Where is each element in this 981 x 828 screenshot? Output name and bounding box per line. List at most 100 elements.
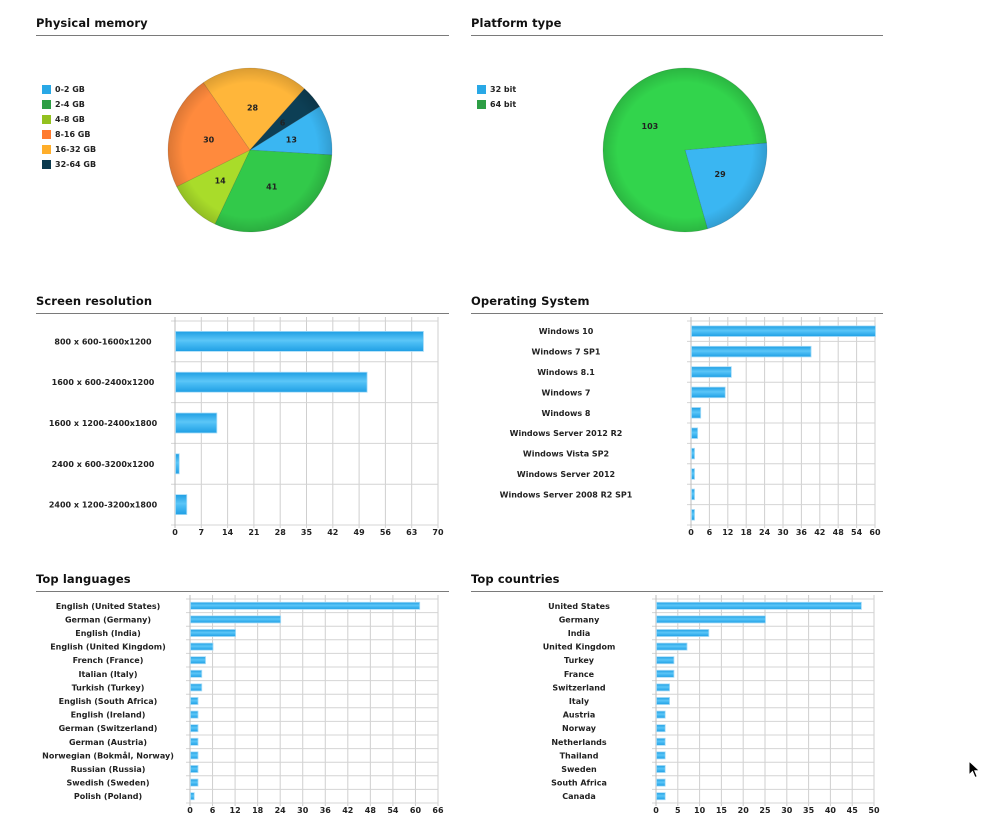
pie-slices <box>167 67 333 233</box>
bar-russian-russia[interactable] <box>190 765 199 773</box>
bar-united-kingdom[interactable] <box>656 642 688 651</box>
bar-turkey[interactable] <box>656 656 675 665</box>
bar-italian-italy[interactable] <box>190 669 203 678</box>
x-tick-label: 48 <box>833 528 845 537</box>
x-tick-label: 25 <box>759 806 771 815</box>
legend-item-8-16-gb[interactable]: 8-16 GB <box>42 127 96 142</box>
bar-polish-poland[interactable] <box>190 792 195 801</box>
category-label-norway: Norway <box>562 724 597 733</box>
bar-windows-7[interactable] <box>691 386 726 399</box>
legend-item-0-2-gb[interactable]: 0-2 GB <box>42 82 96 97</box>
category-label-english-ireland: English (Ireland) <box>71 711 146 720</box>
bar-2400-x-1200-3200x1800[interactable] <box>175 494 188 516</box>
category-label-turkey: Turkey <box>564 656 595 665</box>
legend-item-4-8-gb[interactable]: 4-8 GB <box>42 112 96 127</box>
bar-south-africa[interactable] <box>656 778 666 787</box>
x-tick-label: 14 <box>222 528 234 537</box>
bar-swedish-sweden[interactable] <box>190 778 199 787</box>
title-divider <box>471 591 883 592</box>
bar-german-germany[interactable] <box>190 615 282 624</box>
bar-german-austria[interactable] <box>190 737 199 746</box>
bar-netherlands[interactable] <box>656 737 666 746</box>
bar-german-switzerland[interactable] <box>190 724 199 733</box>
bar-english-south-africa[interactable] <box>190 697 199 705</box>
bar-1600-x-1200-2400x1800[interactable] <box>175 412 218 434</box>
bar-windows-7-sp1[interactable] <box>691 345 812 358</box>
title-divider <box>36 591 449 592</box>
bar-norway[interactable] <box>656 724 666 733</box>
bar-windows-vista-sp2[interactable] <box>691 447 695 460</box>
bar-english-united-kingdom[interactable] <box>190 642 214 651</box>
physical-memory-panel: Physical memory 0-2 GB 2-4 GB 4-8 GB 8-16 G… <box>36 16 449 256</box>
bar-1600-x-600-2400x1200[interactable] <box>175 371 368 393</box>
bar-english-ireland[interactable] <box>190 710 199 719</box>
bar-italy[interactable] <box>656 697 670 705</box>
bar-2400-x-600-3200x1200[interactable] <box>175 453 180 475</box>
bar-english-united-states[interactable] <box>190 601 421 610</box>
category-label-sweden: Sweden <box>561 765 597 774</box>
title-divider <box>471 35 883 36</box>
legend-item-64-bit[interactable]: 64 bit <box>477 97 516 112</box>
category-label-german-germany: German (Germany) <box>65 615 151 624</box>
x-tick-label: 20 <box>738 806 750 815</box>
operating-system-panel: Operating System Windows 10 Windows 7 SP1… <box>471 294 883 544</box>
legend-item-16-32-gb[interactable]: 16-32 GB <box>42 142 96 157</box>
bar-windows-10[interactable] <box>691 325 876 337</box>
bar-windows-8[interactable] <box>691 407 702 419</box>
bar-france[interactable] <box>656 669 675 678</box>
bar-french-france[interactable] <box>190 656 206 665</box>
platform-type-panel: Platform type 32 bit 64 bit 29 103 <box>471 16 883 256</box>
bar-item-10[interactable] <box>691 509 695 521</box>
category-label-english-south-africa: English (South Africa) <box>59 697 158 706</box>
bar-united-states[interactable] <box>656 601 862 610</box>
x-tick-label: 18 <box>252 806 264 815</box>
bar-india[interactable] <box>656 629 710 637</box>
x-tick-label: 36 <box>320 806 332 815</box>
bar-thailand[interactable] <box>656 751 666 760</box>
x-tick-label: 70 <box>432 528 444 537</box>
category-label-thailand: Thailand <box>560 751 599 760</box>
category-label-windows-8-1: Windows 8.1 <box>537 368 595 377</box>
bar-windows-server-2012[interactable] <box>691 468 695 480</box>
x-tick-label: 35 <box>301 528 313 537</box>
category-labels: English (United States) German (Germany) E… <box>42 602 174 801</box>
bar-germany[interactable] <box>656 615 766 624</box>
category-label-norwegian-bokm-l-norway: Norwegian (Bokmål, Norway) <box>42 750 174 760</box>
category-label-windows-7: Windows 7 <box>542 388 591 397</box>
bar-canada[interactable] <box>656 792 666 801</box>
operating-system-bar-chart: Windows 10 Windows 7 SP1 Windows 8.1 Window… <box>500 317 881 537</box>
category-labels: 800 x 600-1600x1200 1600 x 600-2400x1200 1… <box>49 337 158 509</box>
title-divider <box>36 313 449 314</box>
category-label-windows-8: Windows 8 <box>542 409 591 418</box>
bar-windows-8-1[interactable] <box>691 366 732 378</box>
bar-sweden[interactable] <box>656 765 666 773</box>
bar-turkish-turkey[interactable] <box>190 683 203 692</box>
bar-switzerland[interactable] <box>656 683 670 692</box>
bar-windows-server-2012-r2[interactable] <box>691 427 699 439</box>
category-label-2400-x-600-3200x1200: 2400 x 600-3200x1200 <box>52 460 155 469</box>
x-tick-label: 6 <box>210 806 216 815</box>
pie-slices <box>602 67 768 233</box>
bar-austria[interactable] <box>656 710 666 719</box>
x-tick-label: 60 <box>869 528 881 537</box>
category-label-windows-server-2012: Windows Server 2012 <box>517 470 615 479</box>
pie-data-label-0-2-gb: 13 <box>286 135 297 144</box>
x-axis-tick-labels: 0 7 14 21 28 35 42 49 56 63 70 <box>172 528 444 537</box>
category-label-1600-x-600-2400x1200: 1600 x 600-2400x1200 <box>52 378 155 387</box>
bar-windows-server-2008-r2-sp1[interactable] <box>691 488 695 501</box>
x-tick-label: 66 <box>432 806 444 815</box>
bar-english-india[interactable] <box>190 629 236 637</box>
category-label-swedish-sweden: Swedish (Sweden) <box>66 779 149 788</box>
legend-item-32-64-gb[interactable]: 32-64 GB <box>42 157 96 172</box>
platform-type-title: Platform type <box>471 16 562 30</box>
physical-memory-title: Physical memory <box>36 16 148 30</box>
x-tick-label: 45 <box>847 806 859 815</box>
legend-swatch <box>42 115 51 124</box>
bar-norwegian-bokm-l-norway[interactable] <box>190 751 199 760</box>
category-label-turkish-turkey: Turkish (Turkey) <box>72 683 145 692</box>
category-label-windows-server-2008-r2-sp1: Windows Server 2008 R2 SP1 <box>500 490 633 499</box>
legend-item-2-4-gb[interactable]: 2-4 GB <box>42 97 96 112</box>
bar-800-x-600-1600x1200[interactable] <box>175 331 424 352</box>
legend-swatch <box>477 85 486 94</box>
legend-item-32-bit[interactable]: 32 bit <box>477 82 516 97</box>
